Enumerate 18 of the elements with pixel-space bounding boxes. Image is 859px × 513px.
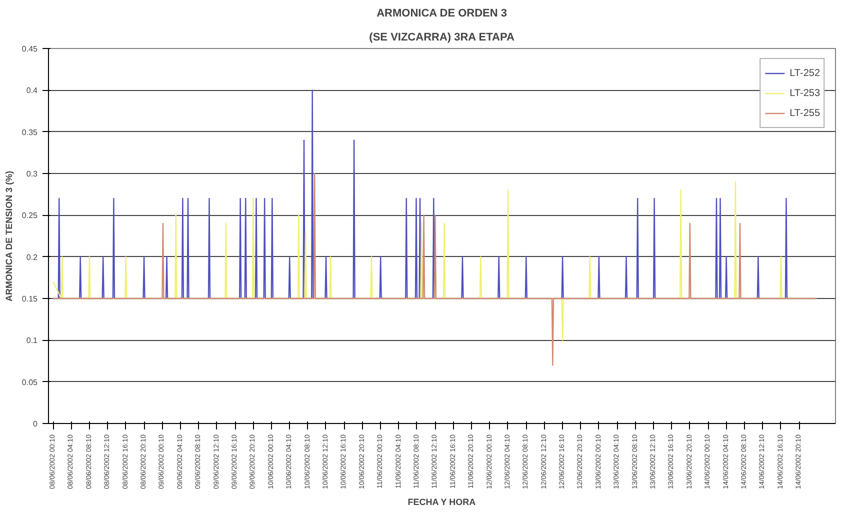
y-tick-label: 0.4 xyxy=(26,86,38,96)
chart-subtitle: (SE VIZCARRA) 3RA ETAPA xyxy=(369,32,514,44)
y-tick-label: 0.2 xyxy=(26,252,38,262)
x-axis-title: FECHA Y HORA xyxy=(408,496,476,507)
y-tick-label: 0.05 xyxy=(22,378,38,387)
y-tick-label: 0 xyxy=(33,420,38,428)
y-tick-label: 0.25 xyxy=(22,211,38,220)
line-series xyxy=(52,172,818,366)
chart-title: ARMONICA DE ORDEN 3 xyxy=(376,8,507,20)
y-tick-label: 0.45 xyxy=(22,44,38,54)
legend-label: LT-252 xyxy=(790,68,820,78)
legend-label: LT-255 xyxy=(790,108,820,118)
y-tick-label: 0.3 xyxy=(26,170,38,178)
y-tick-label: 0.35 xyxy=(22,128,38,137)
y-tick-label: 0.1 xyxy=(26,336,38,346)
legend-label: LT-253 xyxy=(790,88,820,98)
y-axis-title: ARMONICA DE TENSION 3 (%) xyxy=(4,170,14,302)
y-tick-label: 0.15 xyxy=(22,294,38,304)
